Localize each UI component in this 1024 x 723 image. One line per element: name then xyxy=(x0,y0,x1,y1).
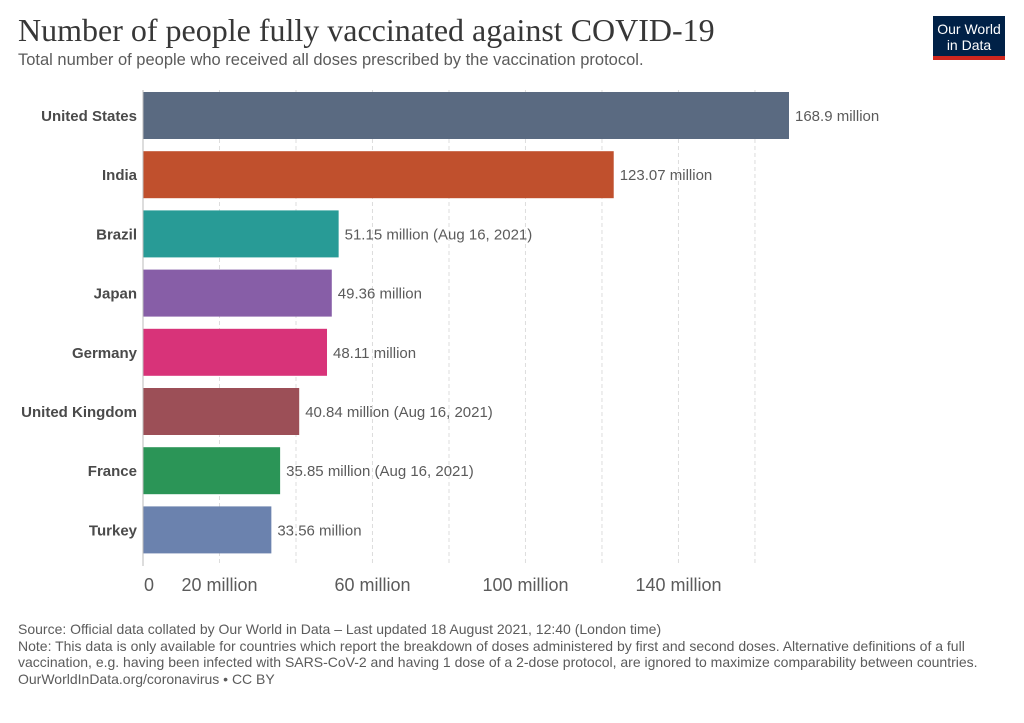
chart-footer: Source: Official data collated by Our Wo… xyxy=(18,621,1008,687)
category-label-7: Turkey xyxy=(89,522,138,539)
chart-title: Number of people fully vaccinated agains… xyxy=(18,12,715,48)
bar-3 xyxy=(143,269,332,317)
x-tick-label-0: 0 xyxy=(144,575,154,595)
owid-logo[interactable]: Our World in Data xyxy=(933,16,1005,60)
methodology-note: Note: This data is only available for co… xyxy=(18,637,978,671)
value-label-0: 168.9 million xyxy=(795,108,879,125)
credit-link[interactable]: OurWorldInData.org/coronavirus • CC BY xyxy=(18,670,275,687)
bar-1 xyxy=(143,151,614,199)
x-tick-label-2: 60 million xyxy=(334,575,410,595)
x-tick-label-1: 20 million xyxy=(181,575,257,595)
value-label-7: 33.56 million xyxy=(277,522,361,539)
bar-chart: United States 168.9 million India 123.07 mi… xyxy=(21,90,879,595)
logo-line-2: in Data xyxy=(946,37,992,53)
value-label-6: 35.85 million (Aug 16, 2021) xyxy=(286,463,474,480)
value-label-4: 48.11 million xyxy=(333,345,416,362)
category-label-4: Germany xyxy=(72,345,138,362)
category-label-2: Brazil xyxy=(96,226,137,243)
category-label-3: Japan xyxy=(94,286,137,303)
value-label-1: 123.07 million xyxy=(620,167,713,184)
x-tick-label-4: 140 million xyxy=(635,575,721,595)
category-label-5: United Kingdom xyxy=(21,404,137,421)
bar-4 xyxy=(143,328,328,376)
source-note: Source: Official data collated by Our Wo… xyxy=(18,621,662,637)
bar-5 xyxy=(143,388,300,435)
value-label-2: 51.15 million (Aug 16, 2021) xyxy=(345,226,533,243)
x-tick-label-3: 100 million xyxy=(482,575,568,595)
logo-line-1: Our World xyxy=(937,21,1001,37)
category-label-1: India xyxy=(102,167,138,184)
bar-0 xyxy=(143,92,789,139)
category-label-6: France xyxy=(88,463,137,480)
category-label-0: United States xyxy=(41,108,137,125)
bar-2 xyxy=(143,210,339,258)
value-label-3: 49.36 million xyxy=(338,286,422,303)
bar-6 xyxy=(143,447,281,495)
bar-7 xyxy=(143,506,272,554)
chart-subtitle: Total number of people who received all … xyxy=(18,51,644,69)
value-label-5: 40.84 million (Aug 16, 2021) xyxy=(305,404,493,421)
